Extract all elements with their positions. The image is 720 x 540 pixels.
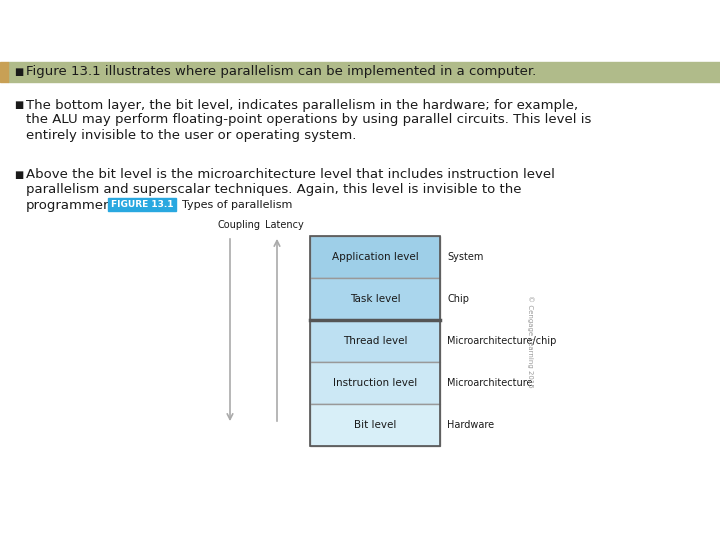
Text: Chip: Chip (447, 294, 469, 304)
Text: Instruction level: Instruction level (333, 378, 417, 388)
Text: FIGURE 13.1: FIGURE 13.1 (111, 200, 174, 209)
Bar (310, 404, 440, 446)
Text: © Cengage Learning 2015: © Cengage Learning 2015 (526, 295, 534, 387)
Text: Above the bit level is the microarchitecture level that includes instruction lev: Above the bit level is the microarchitec… (26, 168, 555, 181)
Bar (310, 362, 440, 404)
Text: Application level: Application level (332, 252, 418, 262)
Text: System: System (447, 252, 483, 262)
Text: Figure 13.1 illustrates where parallelism can be implemented in a computer.: Figure 13.1 illustrates where parallelis… (26, 65, 536, 78)
Text: The bottom layer, the bit level, indicates parallelism in the hardware; for exam: The bottom layer, the bit level, indicat… (26, 98, 578, 111)
Text: Latency: Latency (265, 220, 304, 230)
Text: Types of parallelism: Types of parallelism (182, 199, 292, 210)
Text: the ALU may perform floating-point operations by using parallel circuits. This l: the ALU may perform floating-point opera… (26, 113, 591, 126)
Text: Microarchitecture: Microarchitecture (447, 378, 533, 388)
Text: ■: ■ (14, 100, 23, 110)
Bar (8, 62, 720, 82)
Text: Thread level: Thread level (343, 336, 408, 346)
Text: Microarchitecture/chip: Microarchitecture/chip (447, 336, 557, 346)
Text: ■: ■ (14, 67, 23, 77)
Bar (310, 320, 440, 362)
Text: entirely invisible to the user or operating system.: entirely invisible to the user or operat… (26, 129, 356, 141)
Bar (0, 62, 8, 82)
Bar (310, 236, 440, 446)
Bar (108, 198, 176, 211)
Bar (310, 278, 440, 320)
Text: programmer.: programmer. (26, 199, 112, 212)
Text: Task level: Task level (350, 294, 400, 304)
Text: ■: ■ (14, 170, 23, 180)
Text: Bit level: Bit level (354, 420, 396, 430)
Text: Coupling: Coupling (218, 220, 261, 230)
Text: parallelism and superscalar techniques. Again, this level is invisible to the: parallelism and superscalar techniques. … (26, 184, 521, 197)
Text: Hardware: Hardware (447, 420, 494, 430)
Bar (310, 236, 440, 278)
